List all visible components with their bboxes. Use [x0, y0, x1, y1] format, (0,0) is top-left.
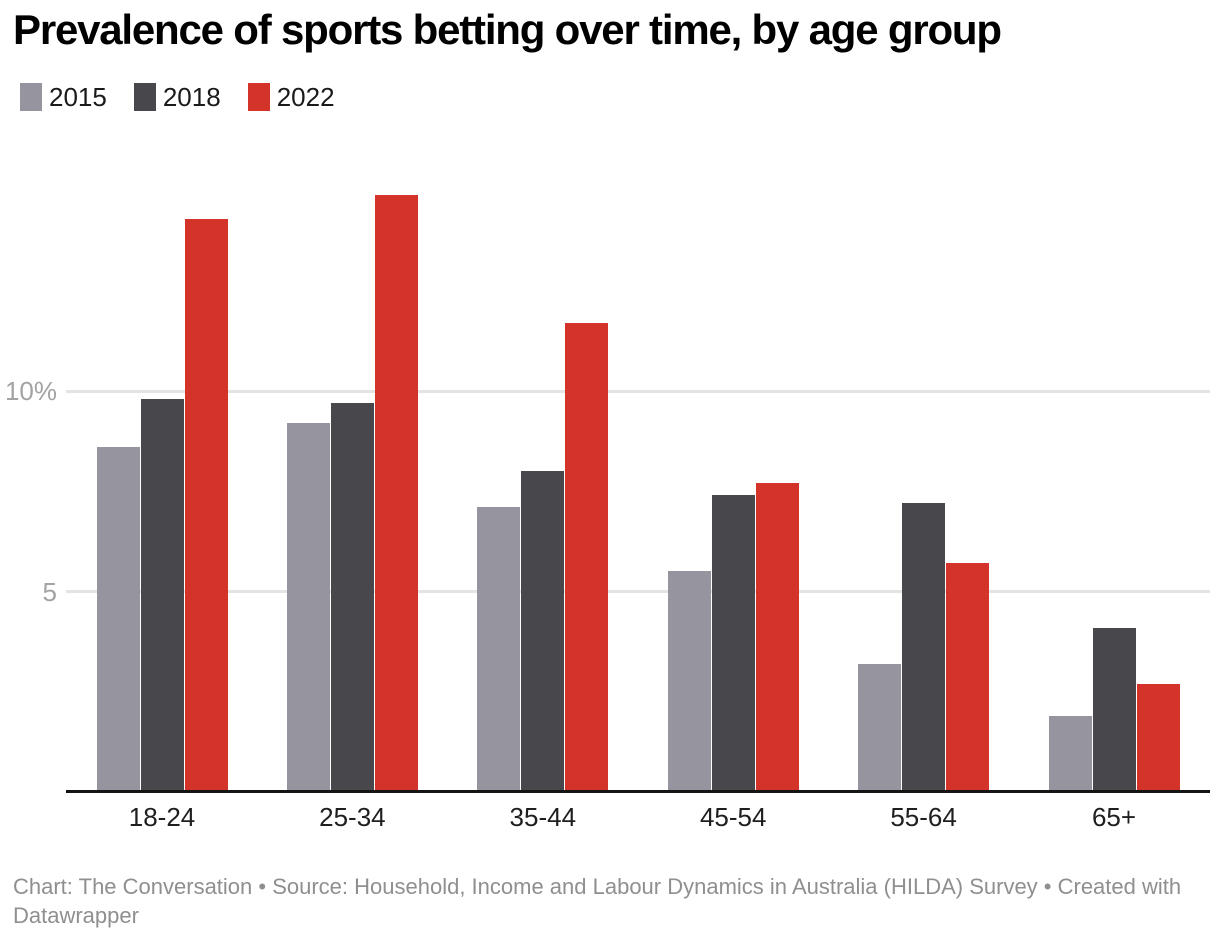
legend-item-2015: 2015 — [20, 83, 107, 111]
gridline-10 — [66, 389, 1210, 393]
legend-swatch-2022 — [247, 83, 270, 111]
legend-label-2018: 2018 — [162, 82, 221, 112]
x-tick-label-55-64: 55-64 — [890, 802, 957, 832]
bar-2018-45-54 — [711, 495, 755, 792]
y-tick-label-10: 10% — [4, 376, 57, 406]
x-axis-line — [66, 789, 1210, 793]
legend-item-2022: 2022 — [247, 82, 335, 112]
bar-2015-65+ — [1048, 715, 1092, 792]
legend-label-2015: 2015 — [49, 82, 107, 112]
bar-2018-35-44 — [521, 471, 565, 792]
bar-2018-18-24 — [140, 399, 184, 792]
bar-2022-65+ — [1136, 683, 1180, 792]
bar-2022-18-24 — [184, 218, 228, 792]
bar-2018-55-64 — [902, 503, 946, 792]
bar-2022-55-64 — [946, 563, 990, 792]
bar-2015-25-34 — [286, 423, 330, 792]
legend: 2015 2018 2022 — [20, 83, 335, 111]
legend-item-2018: 2018 — [133, 82, 221, 112]
x-tick-label-45-54: 45-54 — [699, 802, 767, 832]
x-tick-label-35-44: 35-44 — [509, 802, 577, 832]
bar-2015-45-54 — [667, 571, 711, 792]
chart-title: Prevalence of sports betting over time, … — [13, 6, 1002, 53]
bar-2018-65+ — [1092, 627, 1136, 792]
x-tick-label-65+: 65+ — [1091, 802, 1137, 832]
legend-label-2022: 2022 — [276, 82, 335, 112]
x-tick-label-18-24: 18-24 — [128, 802, 196, 832]
y-tick-label-5: 5 — [42, 576, 57, 607]
bar-2022-25-34 — [374, 194, 418, 792]
x-tick-label-25-34: 25-34 — [319, 802, 386, 832]
bar-2015-18-24 — [96, 447, 140, 792]
gridline-5 — [66, 590, 1210, 593]
bar-2022-35-44 — [565, 322, 609, 792]
legend-swatch-2018 — [133, 83, 156, 111]
bar-2015-55-64 — [858, 663, 902, 792]
legend-swatch-2015 — [20, 83, 42, 111]
bar-2018-25-34 — [330, 403, 374, 792]
chart-footer: Chart: The Conversation • Source: Househ… — [13, 874, 1182, 928]
bar-2015-35-44 — [477, 507, 521, 792]
bar-2022-45-54 — [755, 483, 799, 792]
